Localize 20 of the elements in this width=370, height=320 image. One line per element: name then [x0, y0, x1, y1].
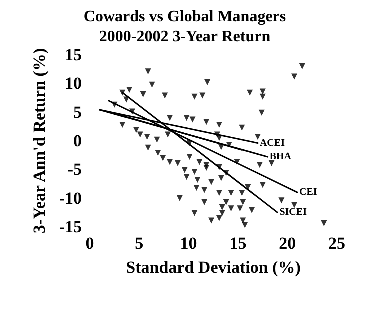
series-label: SICEI [280, 207, 308, 218]
series-label: CEI [299, 187, 318, 198]
y-tick-label: -15 [59, 218, 82, 236]
chart-title: Cowards vs Global Managers 2000-2002 3-Year Return [84, 8, 286, 46]
y-tick-label: 5 [74, 102, 82, 122]
y-axis-title: 3-Year Ann'd Return (%) [30, 48, 49, 234]
y-tick-label: -5 [68, 160, 82, 180]
y-tick-label: 15 [65, 46, 82, 64]
x-tick-label: 5 [135, 234, 144, 253]
x-tick-label: 15 [230, 234, 247, 253]
x-axis-title: Standard Deviation (%) [126, 258, 301, 277]
x-tick-label: 25 [328, 234, 346, 253]
y-tick-label: 0 [74, 132, 82, 150]
series-label: ACEI [260, 138, 286, 149]
x-tick-label: 0 [86, 234, 94, 253]
series-label: BHA [270, 152, 292, 163]
y-tick-label: 10 [65, 74, 82, 94]
x-tick-label: 20 [279, 234, 296, 253]
x-tick-label: 10 [180, 234, 198, 253]
y-tick-label: -10 [59, 188, 82, 208]
